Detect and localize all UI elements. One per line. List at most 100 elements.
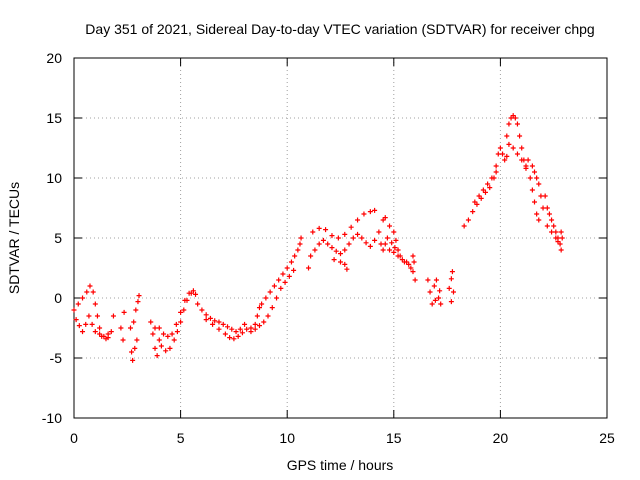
- x-tick-label: 0: [70, 430, 78, 446]
- data-point: [387, 223, 393, 229]
- data-point: [97, 325, 103, 331]
- data-point: [510, 145, 516, 151]
- data-point: [195, 301, 201, 307]
- data-point: [540, 205, 546, 211]
- data-point: [437, 288, 443, 294]
- data-point: [182, 297, 188, 303]
- data-point: [261, 319, 267, 325]
- data-point: [534, 211, 540, 217]
- data-point: [156, 337, 162, 343]
- data-point: [555, 239, 561, 245]
- data-point: [559, 235, 565, 241]
- data-points: [71, 113, 565, 363]
- data-point: [367, 209, 373, 215]
- data-point: [274, 295, 280, 301]
- data-point: [89, 321, 95, 327]
- data-point: [131, 319, 137, 325]
- data-point: [350, 235, 356, 241]
- data-point: [436, 295, 442, 301]
- data-point: [489, 175, 495, 181]
- data-point: [532, 169, 538, 175]
- data-point: [514, 121, 520, 127]
- data-point: [344, 266, 350, 272]
- data-point: [410, 253, 416, 259]
- data-point: [244, 326, 250, 332]
- data-point: [448, 276, 454, 282]
- data-point: [269, 305, 275, 311]
- data-point: [506, 141, 512, 147]
- data-point: [427, 289, 433, 295]
- data-point: [90, 289, 96, 295]
- data-point: [380, 247, 386, 253]
- data-point: [165, 333, 171, 339]
- data-point: [152, 345, 158, 351]
- data-point: [229, 326, 235, 332]
- data-point: [174, 329, 180, 335]
- data-point: [361, 211, 367, 217]
- chart-title: Day 351 of 2021, Sidereal Day-to-day VTE…: [85, 21, 594, 37]
- y-tick-label: 20: [46, 50, 62, 66]
- data-point: [404, 259, 410, 265]
- data-point: [534, 175, 540, 181]
- data-point: [276, 277, 282, 283]
- data-point: [392, 245, 398, 251]
- y-tick-labels: -10 -5 0 5 10 15 20: [42, 50, 62, 426]
- data-point: [342, 231, 348, 237]
- data-point: [207, 315, 213, 321]
- data-point: [558, 229, 564, 235]
- x-tick-label: 5: [177, 430, 185, 446]
- data-point: [216, 326, 222, 332]
- data-point: [493, 163, 499, 169]
- data-point: [338, 251, 343, 257]
- data-point: [523, 165, 529, 171]
- data-point: [378, 241, 384, 247]
- data-point: [284, 265, 290, 271]
- data-point: [320, 237, 326, 243]
- y-tick-label: -5: [50, 350, 63, 366]
- data-point: [237, 326, 243, 332]
- data-point: [101, 333, 107, 339]
- data-point: [323, 227, 329, 233]
- data-point: [553, 235, 559, 241]
- data-point: [203, 312, 209, 318]
- data-point: [163, 348, 169, 354]
- data-point: [71, 307, 77, 313]
- data-point: [391, 249, 397, 255]
- data-point: [136, 293, 142, 299]
- data-point: [130, 357, 136, 363]
- data-point: [449, 269, 455, 275]
- data-point: [517, 133, 523, 139]
- data-point: [190, 288, 196, 294]
- data-point: [133, 307, 139, 313]
- data-point: [92, 329, 98, 335]
- data-point: [94, 313, 100, 319]
- data-point: [316, 225, 322, 231]
- data-point: [127, 325, 133, 331]
- data-point: [329, 245, 335, 251]
- data-point: [210, 321, 216, 327]
- data-point: [367, 243, 373, 249]
- x-tick-label: 25: [599, 430, 615, 446]
- data-point: [500, 151, 506, 157]
- data-point: [280, 271, 286, 277]
- data-point: [395, 253, 401, 259]
- data-point: [325, 241, 331, 247]
- data-point: [132, 345, 138, 351]
- data-point: [504, 133, 510, 139]
- data-point: [121, 309, 127, 315]
- data-point: [546, 211, 552, 217]
- data-point: [527, 175, 533, 181]
- data-point: [161, 331, 167, 337]
- data-point: [227, 335, 233, 341]
- data-point: [425, 277, 431, 283]
- data-point: [231, 336, 237, 342]
- data-point: [171, 337, 177, 343]
- data-point: [173, 321, 179, 327]
- data-point: [411, 259, 417, 265]
- data-point: [542, 193, 548, 199]
- data-point: [120, 337, 126, 343]
- data-point: [73, 317, 79, 323]
- data-point: [448, 299, 454, 305]
- x-axis-label: GPS time / hours: [287, 457, 394, 473]
